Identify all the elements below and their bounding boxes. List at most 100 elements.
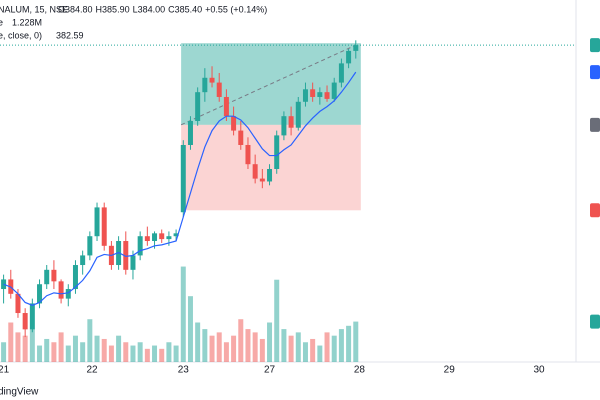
candle-body bbox=[302, 89, 308, 102]
candle-body bbox=[238, 130, 244, 145]
candle-body bbox=[180, 144, 186, 213]
volume-bar bbox=[58, 332, 64, 362]
ohlc-value: 384.80 bbox=[65, 4, 93, 14]
candle-body bbox=[353, 45, 359, 51]
x-tick-label: 30 bbox=[534, 365, 546, 376]
volume-bar bbox=[252, 332, 258, 362]
ohlc-value: +0.55 (+0.14%) bbox=[205, 4, 267, 14]
loss-zone bbox=[181, 124, 361, 211]
candle-body bbox=[29, 303, 35, 330]
volume-bar bbox=[202, 329, 208, 362]
volume-bar bbox=[245, 329, 251, 362]
candle-body bbox=[252, 164, 258, 179]
volume-bar bbox=[267, 322, 273, 362]
x-tick-label: 29 bbox=[444, 365, 456, 376]
candle-body bbox=[137, 236, 143, 256]
volume-bar bbox=[288, 335, 294, 362]
x-tick-label: 21 bbox=[0, 365, 10, 376]
volume-bar bbox=[310, 338, 316, 362]
candle-body bbox=[152, 233, 158, 242]
volume-bar bbox=[324, 332, 330, 362]
price-tag bbox=[590, 38, 600, 53]
volume-bar bbox=[180, 266, 186, 362]
volume-bar bbox=[216, 332, 222, 362]
volume-bar bbox=[274, 279, 280, 362]
candle-body bbox=[324, 92, 330, 99]
ma-name: e, close, 0) bbox=[0, 30, 42, 40]
candle-body bbox=[123, 241, 129, 270]
x-tick-label: 27 bbox=[264, 365, 276, 376]
ohlc-value: 385.40 bbox=[175, 4, 203, 14]
volume-bar bbox=[317, 345, 323, 362]
price-axis bbox=[576, 0, 600, 362]
volume-value: 1.228M bbox=[12, 17, 42, 27]
candle-body bbox=[173, 233, 179, 237]
x-tick-label: 22 bbox=[86, 365, 98, 376]
candle-body bbox=[310, 89, 316, 97]
volume-bar bbox=[72, 335, 78, 362]
candle-body bbox=[202, 77, 208, 93]
candle-body bbox=[195, 92, 201, 121]
candle-body bbox=[101, 207, 107, 246]
volume-bar bbox=[80, 342, 86, 362]
position-path bbox=[180, 44, 356, 126]
volume-bar bbox=[29, 329, 35, 362]
volume-bar bbox=[101, 338, 107, 362]
volume-bar bbox=[94, 335, 100, 362]
candle-body bbox=[15, 293, 21, 314]
ohlc-label: L bbox=[133, 4, 138, 14]
candle-body bbox=[22, 313, 28, 330]
candle-body bbox=[80, 255, 86, 266]
candle-body bbox=[166, 236, 172, 240]
volume-bar bbox=[37, 345, 43, 362]
volume-bar bbox=[259, 338, 265, 362]
candle-body bbox=[245, 144, 251, 165]
volume-bar bbox=[302, 342, 308, 362]
symbol: NALUM, 15, NSE bbox=[0, 4, 68, 14]
volume-bar bbox=[130, 345, 136, 362]
volume-bar bbox=[295, 332, 301, 362]
volume-bar bbox=[22, 335, 28, 362]
candle-body bbox=[223, 96, 229, 117]
volume-bar bbox=[195, 322, 201, 362]
volume-bar bbox=[173, 345, 179, 362]
volume-bar bbox=[44, 338, 50, 362]
candle-body bbox=[231, 116, 237, 131]
volume-bar bbox=[15, 332, 21, 362]
volume-bar bbox=[116, 335, 122, 362]
volume-bar bbox=[123, 342, 129, 362]
volume-bar bbox=[346, 325, 352, 362]
candle-body bbox=[267, 168, 273, 182]
ma-tag bbox=[590, 65, 600, 80]
ohlc-label: H bbox=[96, 4, 103, 14]
volume-bar bbox=[159, 348, 165, 362]
candle-body bbox=[187, 120, 193, 145]
volume-tag bbox=[590, 314, 600, 329]
candle-body bbox=[259, 178, 265, 182]
volume-bar bbox=[209, 335, 215, 362]
volume-bar bbox=[1, 342, 7, 362]
volume-bar bbox=[231, 335, 237, 362]
volume-bar bbox=[108, 345, 114, 362]
stop-tag bbox=[590, 203, 600, 218]
candle-body bbox=[37, 284, 43, 304]
candle-body bbox=[281, 116, 287, 136]
candle-body bbox=[44, 269, 50, 285]
candle-body bbox=[87, 236, 93, 256]
candle-body bbox=[338, 63, 344, 83]
volume-bar bbox=[166, 342, 172, 362]
candle-body bbox=[317, 92, 323, 97]
candle-body bbox=[159, 233, 165, 240]
ma-value: 382.59 bbox=[56, 30, 84, 40]
volume-bar bbox=[338, 329, 344, 362]
ohlc-value: 384.00 bbox=[138, 4, 166, 14]
volume-bar bbox=[353, 321, 359, 362]
candle-body bbox=[288, 116, 294, 128]
x-tick-label: 23 bbox=[178, 365, 190, 376]
volume-bar bbox=[65, 345, 71, 362]
entry-tag bbox=[590, 117, 600, 132]
candle-body bbox=[144, 236, 150, 242]
volume-bar bbox=[331, 335, 337, 362]
